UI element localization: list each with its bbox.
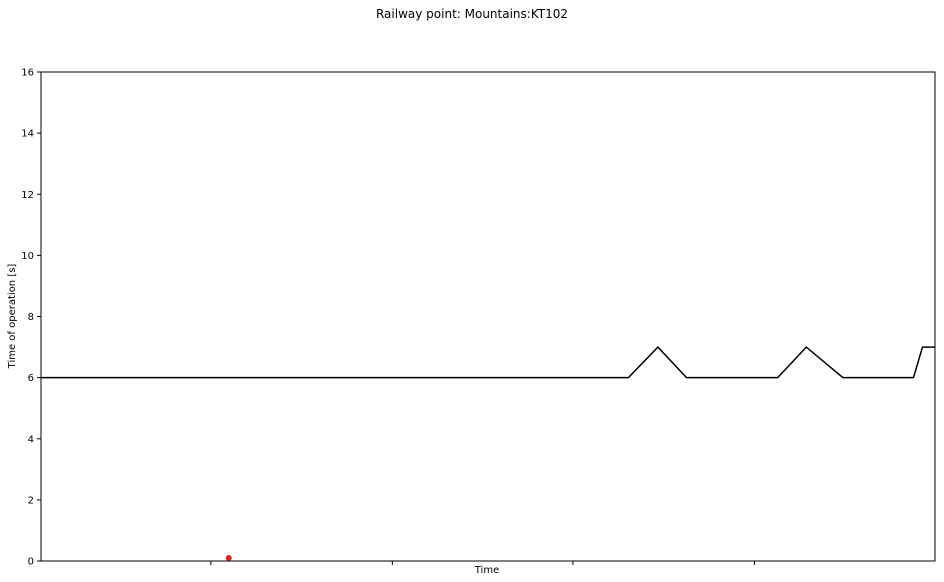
y-tick-label: 0	[28, 557, 34, 568]
y-tick-label: 16	[21, 68, 34, 79]
y-tick-label: 12	[21, 190, 34, 201]
x-axis-ticks	[210, 561, 755, 565]
y-tick-label: 10	[21, 251, 34, 262]
series-point-1	[225, 554, 232, 561]
y-axis-ticks: 0 2 4 6 8 10 12 14 16	[21, 68, 41, 568]
y-tick-label: 4	[28, 434, 34, 445]
y-tick-label: 14	[21, 129, 34, 140]
y-tick-label: 6	[28, 373, 34, 384]
y-tick-label: 2	[28, 495, 34, 506]
data-series	[41, 346, 935, 561]
y-axis-label: Time of operation [s]	[7, 264, 18, 370]
series-line-0	[41, 346, 935, 379]
chart-title: Railway point: Mountains:KT102	[376, 7, 568, 21]
y-tick-label: 8	[28, 312, 34, 323]
plot-frame	[40, 71, 936, 562]
x-axis-label: Time	[474, 565, 499, 576]
